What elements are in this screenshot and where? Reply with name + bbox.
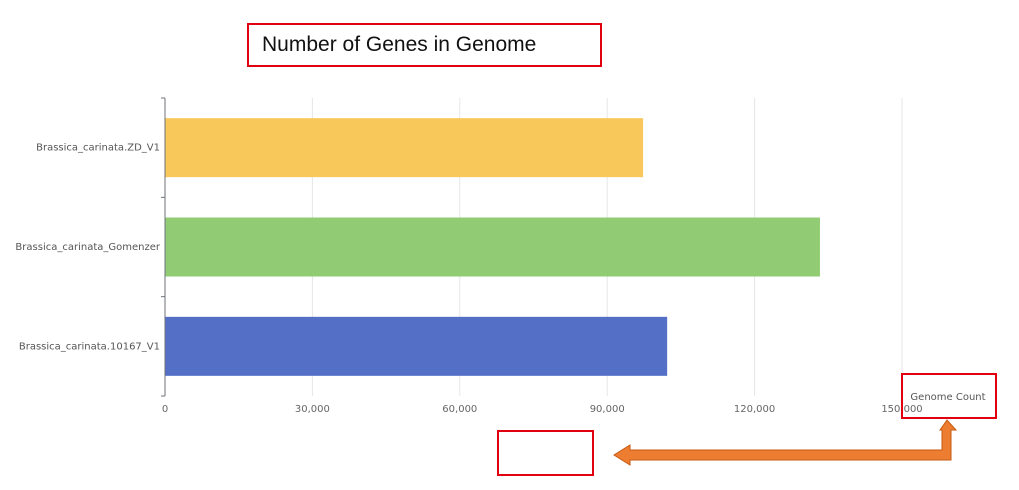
- category-label: Brassica_carinata.10167_V1: [19, 341, 160, 352]
- x-tick-label: 30,000: [295, 404, 330, 415]
- x-axis-title: Genome Count: [910, 392, 985, 403]
- x-tick-label: 120,000: [734, 404, 775, 415]
- axis-name-highlight-box: [901, 373, 997, 419]
- category-label: Brassica_carinata.ZD_V1: [36, 143, 160, 154]
- empty-highlight-box: [497, 430, 594, 476]
- x-tick-label: 0: [162, 404, 168, 415]
- category-label: Brassica_carinata_Gomenzer: [15, 242, 160, 253]
- x-tick-label: 60,000: [442, 404, 477, 415]
- bar: [165, 217, 820, 277]
- annotation-arrow: [613, 419, 958, 466]
- orange-arrow: [613, 419, 958, 466]
- bar: [165, 118, 644, 178]
- bar: [165, 316, 668, 376]
- x-tick-label: 90,000: [590, 404, 625, 415]
- chart-title: Number of Genes in Genome: [247, 23, 602, 67]
- axes: [161, 97, 166, 397]
- bars: [165, 118, 820, 376]
